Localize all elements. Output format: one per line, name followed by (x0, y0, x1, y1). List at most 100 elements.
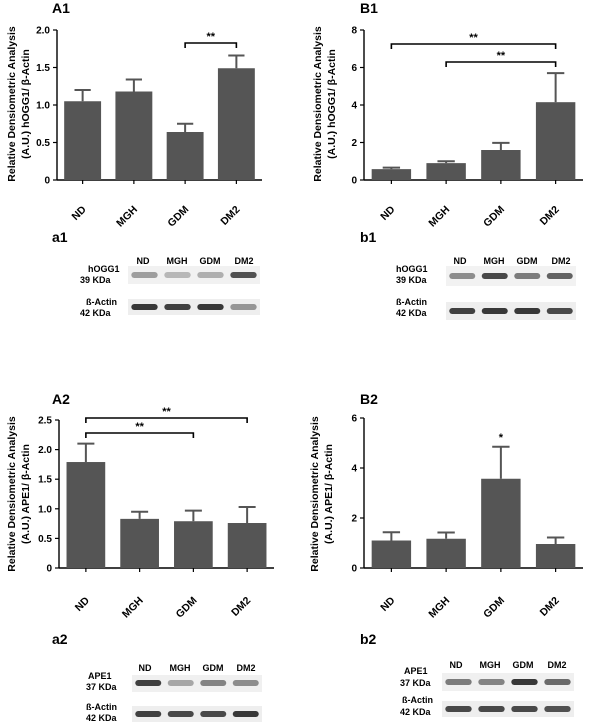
blot-b1-control-bands (449, 308, 573, 314)
actin-band (232, 711, 259, 717)
bar (481, 478, 521, 568)
blot-a2-control-size: 42 KDa (86, 713, 118, 723)
blot-a2: a2 ND MGH GDM DM2 APE1 37 KDa ß-Actin 42… (52, 631, 262, 723)
chart-a1-ylabel-line1: Relative Densiometric Analysis (6, 26, 18, 182)
x-tick-label: GDM (165, 203, 191, 229)
blot-a2-panel-label: a2 (52, 631, 68, 647)
protein-band (544, 679, 571, 685)
x-tick-label: MGH (426, 595, 452, 621)
y-tick-label: 2 (351, 138, 357, 149)
x-tick-label: GDM (481, 594, 507, 620)
y-tick-label: 2.0 (36, 26, 50, 37)
chart-a2-plot: 0 0.5 1.0 1.5 2.0 2.5 ND MGH GDM DM2 ** ** (38, 406, 274, 620)
x-tick-label: ND (73, 594, 93, 614)
y-tick-label: 0.5 (36, 138, 50, 149)
blot-b2-control-bands (445, 706, 571, 712)
protein-band (167, 680, 194, 686)
bar (174, 521, 213, 568)
y-tick-label: 0 (46, 564, 52, 575)
blot-a2-lane-label: MGH (170, 663, 191, 673)
x-tick-label: MGH (114, 204, 140, 230)
chart-b2-ylabel-line1: Relative Densiometric Analysis (309, 416, 321, 572)
blot-a1-protein-label: hOGG1 (88, 264, 120, 274)
blot-b1-lane-label: ND (454, 256, 467, 266)
protein-band (511, 679, 538, 685)
blot-b2-control-label: ß-Actin (402, 695, 433, 705)
chart-a2-panel-label: A2 (52, 391, 70, 407)
blot-b2-lane-label: MGH (480, 660, 501, 670)
blot-b1-protein-size: 39 KDa (396, 275, 428, 285)
x-tick-label: DM2 (538, 204, 562, 228)
actin-band (449, 308, 476, 314)
chart-b1-plot: 0 2 4 6 8 ND MGH GDM DM2 ** ** (351, 26, 583, 230)
blot-b2-protein-label: APE1 (404, 666, 428, 676)
significance-bracket (85, 417, 248, 423)
blot-b2-protein-strip (442, 673, 574, 691)
actin-band (445, 706, 472, 712)
chart-a1-plot: 0 0.5 1.0 1.5 2.0 ND MGH GDM DM2 ** (36, 26, 262, 230)
y-tick-label: 1.5 (36, 63, 50, 74)
bar (371, 540, 412, 568)
y-tick-label: 1.0 (38, 504, 52, 515)
blot-a1-protein-strip (128, 266, 260, 284)
chart-b2: B2 Relative Densiometric Analysis (A.U.)… (309, 391, 583, 620)
protein-band (445, 679, 472, 685)
bar (227, 523, 267, 568)
bar (166, 132, 204, 180)
blot-b2-panel-label: b2 (360, 631, 377, 647)
significance-label: ** (162, 406, 171, 418)
chart-b2-ylabel-line2: (A.U.) APE1/ β-Actin (323, 444, 335, 544)
protein-band (232, 680, 259, 686)
blot-a2-protein-strip (132, 675, 262, 692)
actin-band (200, 711, 227, 717)
x-tick-label: GDM (481, 203, 507, 229)
blot-a2-lane-label: ND (139, 663, 152, 673)
blot-a2-control-bands (135, 711, 259, 717)
chart-b1-ylabel-line1: Relative Densiometric Analysis (312, 26, 324, 182)
bar (371, 169, 412, 180)
blot-b2: b2 ND MGH GDM DM2 APE1 37 KDa ß-Actin 42… (360, 631, 574, 717)
x-tick-label: GDM (174, 594, 200, 620)
chart-a1-panel-label: A1 (52, 0, 70, 16)
y-tick-label: 0 (44, 176, 50, 187)
blot-a1-protein-bands (131, 272, 257, 278)
y-tick-label: 0 (351, 564, 357, 575)
actin-band (544, 706, 571, 712)
protein-band (481, 273, 508, 279)
y-tick-label: 0 (351, 176, 357, 187)
y-tick-label: 4 (351, 464, 357, 475)
blot-a2-lane-label: DM2 (236, 663, 255, 673)
blot-b2-lane-label: GDM (513, 660, 534, 670)
significance-bracket (85, 432, 195, 438)
blot-b1-control-label: ß-Actin (396, 297, 427, 307)
y-tick-label: 8 (351, 26, 357, 37)
x-tick-label: MGH (426, 204, 452, 230)
significance-bracket (445, 61, 557, 67)
chart-b2-panel-label: B2 (360, 391, 378, 407)
y-tick-label: 6 (351, 414, 357, 425)
actin-band (511, 706, 538, 712)
blot-a1-control-strip (128, 299, 260, 315)
protein-band (200, 680, 227, 686)
bar (535, 102, 576, 180)
blot-b1-lane-label: GDM (517, 256, 538, 266)
actin-band (164, 304, 191, 310)
blot-a1-lane-label: DM2 (234, 256, 253, 266)
blot-b1-lane-label: DM2 (551, 256, 570, 266)
blot-b1-control-size: 42 KDa (396, 308, 428, 318)
actin-band (478, 706, 505, 712)
protein-band (478, 679, 505, 685)
x-tick-label: DM2 (218, 204, 242, 228)
y-tick-label: 2.5 (38, 416, 52, 427)
y-tick-label: 1.0 (36, 101, 50, 112)
significance-bracket (390, 43, 557, 49)
chart-a2-ylabel-line1: Relative Densiometric Analysis (6, 416, 18, 572)
actin-band (135, 711, 162, 717)
protein-band (131, 272, 158, 278)
chart-b1: B1 Relative Densiometric Analysis (A.U.)… (312, 0, 583, 229)
blot-a1-protein-size: 39 KDa (80, 275, 112, 285)
bar (64, 101, 102, 180)
significance-label: ** (469, 32, 478, 44)
blot-b1-protein-strip (446, 266, 576, 286)
blot-a1-control-bands (131, 304, 257, 310)
